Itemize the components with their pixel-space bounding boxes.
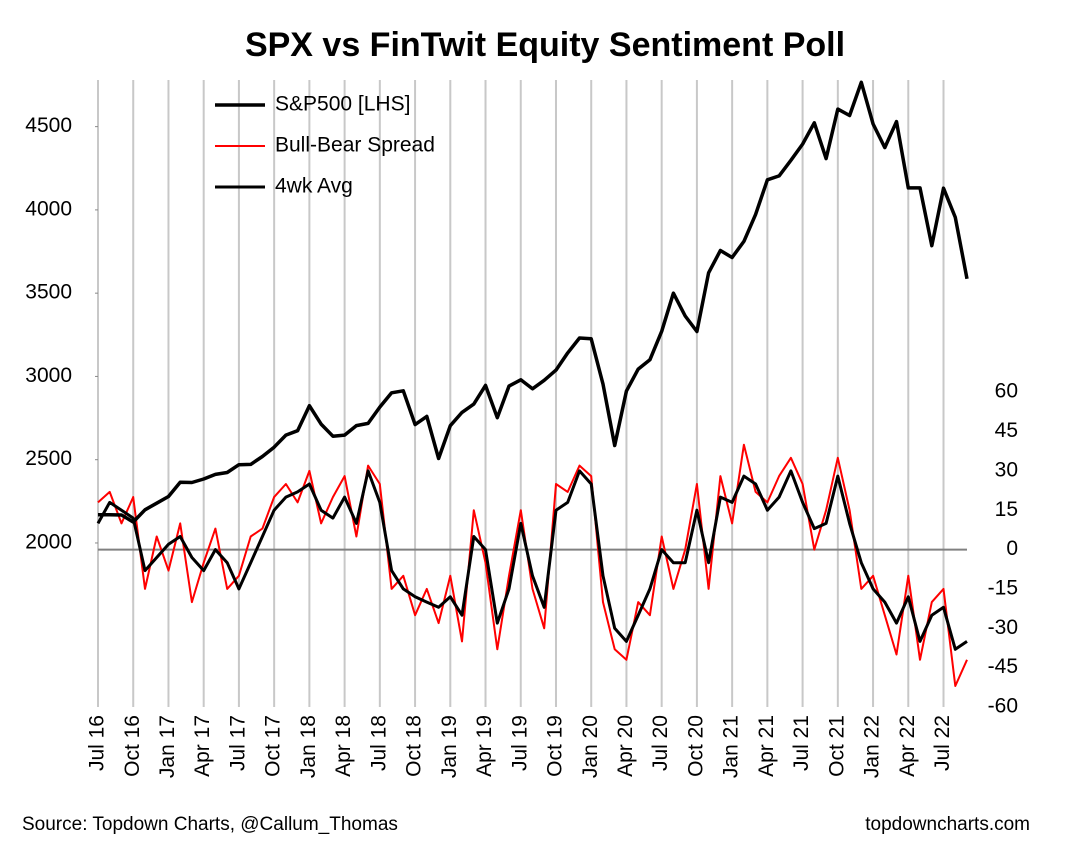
y2-tick-label: -45 bbox=[988, 655, 1018, 678]
x-tick-label: Apr 19 bbox=[473, 715, 496, 777]
x-tick-label: Apr 17 bbox=[191, 715, 214, 777]
y2-tick-label: 30 bbox=[995, 458, 1018, 481]
source: Source: Topdown Charts, @Callum_Thomas bbox=[22, 814, 398, 835]
x-tick-label: Jan 17 bbox=[156, 715, 179, 778]
x-tick-label: Jul 16 bbox=[86, 715, 109, 771]
y-tick-label: 3000 bbox=[25, 364, 72, 387]
y-tick-label: 4000 bbox=[25, 197, 72, 220]
series-line bbox=[98, 80, 969, 524]
series-line bbox=[97, 443, 968, 687]
x-tick-label: Oct 19 bbox=[544, 715, 567, 777]
x-tick-label: Jan 20 bbox=[579, 715, 602, 778]
x-tick-label: Oct 17 bbox=[262, 715, 285, 777]
x-tick-label: Jan 21 bbox=[720, 715, 743, 778]
x-tick-label: Jul 22 bbox=[931, 715, 954, 771]
chart-title: SPX vs FinTwit Equity Sentiment Poll bbox=[245, 26, 845, 64]
y2-tick-label: 45 bbox=[995, 419, 1018, 442]
y2-tick-label: -30 bbox=[988, 616, 1018, 639]
legend-label: S&P500 [LHS] bbox=[275, 93, 410, 116]
x-tick-label: Oct 18 bbox=[403, 715, 426, 777]
y-tick-label: 3500 bbox=[25, 281, 72, 304]
y2-tick-label: -15 bbox=[988, 576, 1018, 599]
x-tick-label: Oct 20 bbox=[684, 715, 707, 777]
series-line bbox=[96, 469, 968, 651]
x-tick-label: Jul 20 bbox=[649, 715, 672, 771]
x-tick-label: Jul 21 bbox=[790, 715, 813, 771]
x-tick-label: Apr 18 bbox=[332, 715, 355, 777]
x-tick-label: Jul 17 bbox=[226, 715, 249, 771]
x-tick-label: Jul 18 bbox=[367, 715, 390, 771]
x-tick-label: Oct 16 bbox=[121, 715, 144, 777]
x-tick-label: Apr 22 bbox=[896, 715, 919, 777]
y2-tick-label: 15 bbox=[995, 498, 1018, 521]
y2-tick-label: 60 bbox=[995, 380, 1018, 403]
y-tick-label: 4500 bbox=[25, 114, 72, 137]
x-tick-label: Jan 18 bbox=[297, 715, 320, 778]
credit: topdowncharts.com bbox=[865, 814, 1030, 835]
x-tick-label: Apr 20 bbox=[614, 715, 637, 777]
legend-label: Bull-Bear Spread bbox=[275, 134, 435, 157]
x-tick-label: Jan 22 bbox=[861, 715, 884, 778]
x-tick-label: Apr 21 bbox=[755, 715, 778, 777]
y-tick-label: 2500 bbox=[25, 447, 72, 470]
x-tick-label: Jul 19 bbox=[508, 715, 531, 771]
y2-tick-label: -60 bbox=[988, 695, 1018, 718]
y-tick-label: 2000 bbox=[25, 531, 72, 554]
x-tick-label: Oct 21 bbox=[825, 715, 848, 777]
x-tick-label: Jan 19 bbox=[438, 715, 461, 778]
y2-tick-label: 0 bbox=[1006, 537, 1018, 560]
legend-label: 4wk Avg bbox=[275, 175, 353, 198]
